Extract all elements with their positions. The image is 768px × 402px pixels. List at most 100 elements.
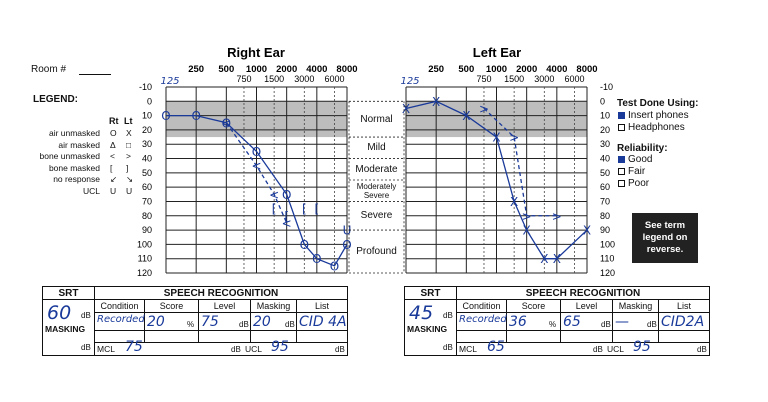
list-value[interactable]: CID2A xyxy=(661,314,705,330)
checkbox-option[interactable]: Insert phones xyxy=(618,110,689,121)
data-point-o: O xyxy=(191,109,200,123)
checkbox-label: Fair xyxy=(628,166,646,177)
ucl-label: UCL xyxy=(245,344,263,354)
speech-box: SRT 60 dB MASKING dB SPEECH RECOGNITION Condit… xyxy=(42,286,348,356)
legend-symbol-rt: ↙ xyxy=(110,174,118,184)
legend-symbol-lt: □ xyxy=(126,139,132,150)
srt-label: SRT xyxy=(405,287,457,300)
masking-label: MASKING xyxy=(407,324,448,334)
db-label: 110 xyxy=(138,254,152,264)
freq-label: 250 xyxy=(188,64,204,75)
series-line xyxy=(483,107,557,217)
unit-label: dB xyxy=(601,320,611,329)
freq-label: 3000 xyxy=(534,74,554,84)
db-unit: dB xyxy=(697,345,707,354)
db-label: 30 xyxy=(142,139,152,149)
db-label: 60 xyxy=(600,182,610,192)
freq-label: 8000 xyxy=(336,64,357,75)
list-value[interactable]: CID 4A xyxy=(299,314,347,330)
data-point-o: O xyxy=(330,259,339,273)
speech-cell-lower xyxy=(507,331,561,343)
data-point-x: X xyxy=(510,195,518,209)
speech-cell-lower xyxy=(613,331,659,343)
room-field[interactable] xyxy=(79,74,111,75)
data-point-bracket: [ xyxy=(314,202,319,216)
speech-cell xyxy=(95,313,145,331)
db-label: 20 xyxy=(142,125,152,135)
speech-cell xyxy=(251,313,297,331)
checkbox[interactable] xyxy=(618,112,625,119)
data-point-x: X xyxy=(462,109,470,123)
srt-cell xyxy=(43,300,95,356)
checkbox[interactable] xyxy=(618,168,625,175)
speech-col-header: Masking xyxy=(613,300,659,313)
db-label: 100 xyxy=(137,239,152,249)
legend-symbol-lt: ↘ xyxy=(126,174,134,184)
speech-col-header: List xyxy=(659,300,709,313)
mcl-value[interactable]: 75 xyxy=(125,339,143,355)
checkbox-option[interactable]: Good xyxy=(618,154,652,165)
speech-col-header: Score xyxy=(145,300,199,313)
checkbox[interactable] xyxy=(618,180,625,187)
legend-symbol-rt: Δ xyxy=(110,139,116,150)
db-label: 40 xyxy=(600,154,610,164)
srt-cell xyxy=(405,300,457,356)
db-label: 80 xyxy=(600,211,610,221)
speech-cell xyxy=(659,313,709,331)
speech-cell-lower xyxy=(145,331,199,343)
score-value[interactable]: 20 xyxy=(147,314,165,330)
severity-label: Normal xyxy=(360,113,393,125)
freq-label: 1500 xyxy=(264,74,284,84)
level-value[interactable]: 75 xyxy=(201,314,219,330)
db-unit: dB xyxy=(231,345,241,354)
db-label: 70 xyxy=(142,196,152,206)
db-label: 70 xyxy=(600,196,610,206)
checkbox[interactable] xyxy=(618,124,625,131)
db-label: 90 xyxy=(600,225,610,235)
score-value[interactable]: 36 xyxy=(509,314,527,330)
db-label: 0 xyxy=(600,96,605,106)
condition-value[interactable]: Recorded xyxy=(459,314,507,325)
db-unit: dB xyxy=(593,345,603,354)
mcl-value[interactable]: 65 xyxy=(487,339,505,355)
data-point-bracket: [ xyxy=(284,209,289,223)
data-point-lt: < xyxy=(282,216,292,230)
room-label: Room # xyxy=(31,64,67,75)
term-legend-note: See term legend on reverse. xyxy=(632,213,698,263)
srt-value[interactable]: 45 xyxy=(409,302,434,324)
freq-label: 2000 xyxy=(516,64,537,75)
speech-box: SRT 45 dB MASKING dB SPEECH RECOGNITION Condit… xyxy=(404,286,710,356)
freq-label: 6000 xyxy=(324,74,344,84)
speech-cell-lower xyxy=(95,331,145,343)
masking-value[interactable]: 20 xyxy=(253,314,271,330)
speech-cell-lower xyxy=(199,331,251,343)
speech-cell-lower xyxy=(251,331,297,343)
db-label: 10 xyxy=(142,111,152,121)
legend-symbol-rt: U xyxy=(110,185,117,196)
data-point-lt: < xyxy=(251,159,261,173)
checkbox[interactable] xyxy=(618,156,625,163)
checkbox-option[interactable]: Headphones xyxy=(618,122,685,133)
speech-cell xyxy=(457,313,507,331)
level-value[interactable]: 65 xyxy=(563,314,581,330)
ucl-value[interactable]: 95 xyxy=(271,339,289,355)
legend-symbol-lt: X xyxy=(126,128,132,138)
legend-symbol-rt: [ xyxy=(110,162,113,173)
db-label: 30 xyxy=(600,139,610,149)
condition-value[interactable]: Recorded xyxy=(97,314,145,325)
ucl-value[interactable]: 95 xyxy=(633,339,651,355)
checkbox-option[interactable]: Fair xyxy=(618,166,645,177)
speech-cell-lower xyxy=(297,331,347,343)
data-point-x: X xyxy=(583,224,591,238)
ear-title: Right Ear xyxy=(227,45,285,60)
freq-label: 750 xyxy=(476,74,491,84)
data-point-o: O xyxy=(312,252,321,266)
checkbox-option[interactable]: Poor xyxy=(618,178,649,189)
severity-label: Moderate xyxy=(355,163,398,175)
srt-value[interactable]: 60 xyxy=(47,302,72,324)
speech-cell-lower xyxy=(561,331,613,343)
speech-header: SPEECH RECOGNITION xyxy=(457,287,709,300)
masking-value[interactable]: — xyxy=(615,314,629,330)
checkbox-label: Good xyxy=(628,154,653,165)
data-point-bracket: [ xyxy=(302,202,307,216)
